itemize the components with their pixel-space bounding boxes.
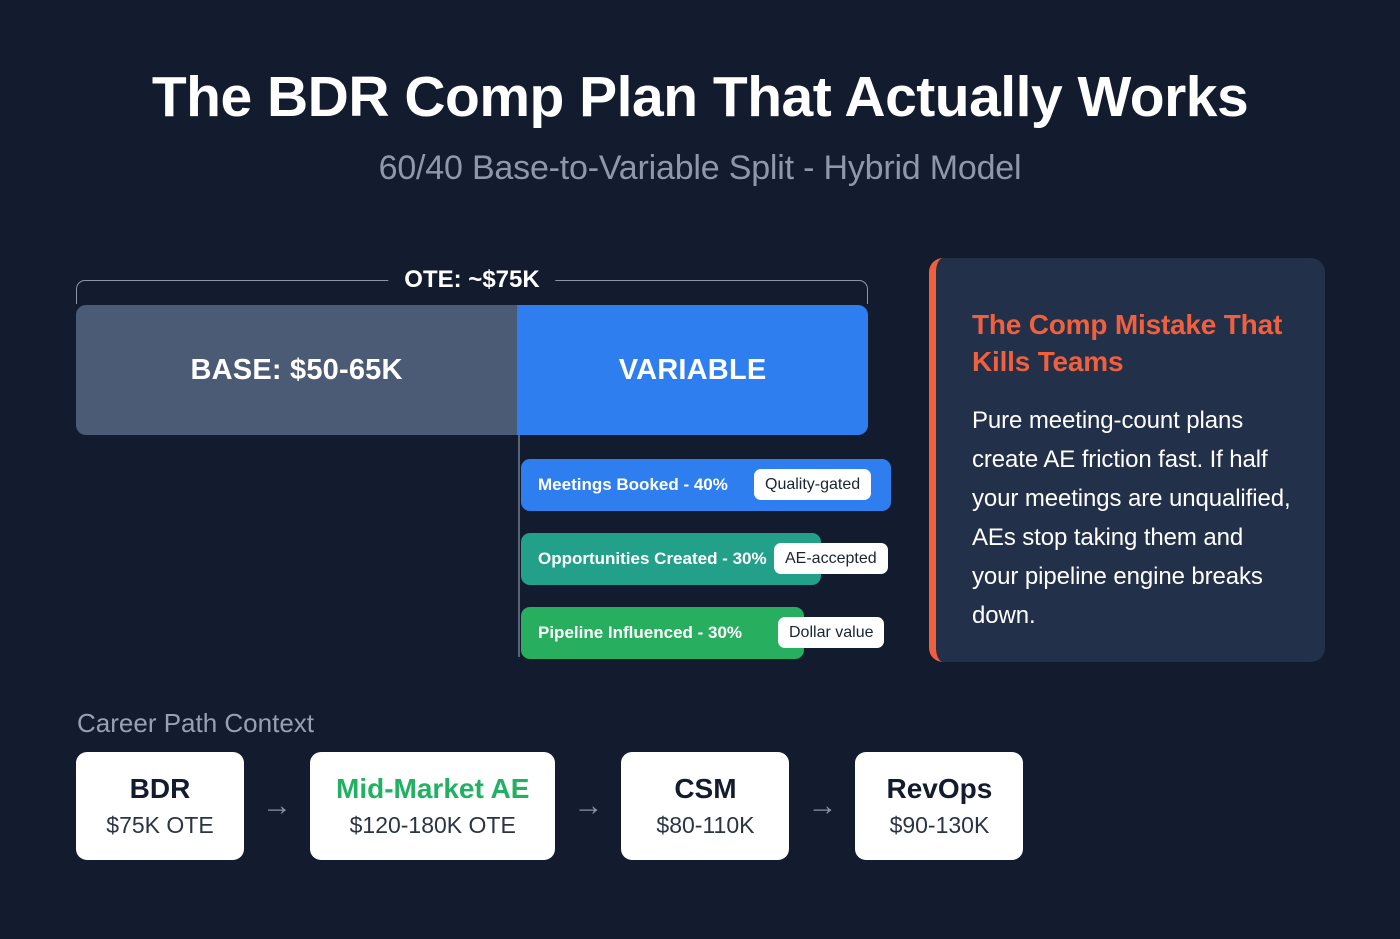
career-step-role: CSM (674, 773, 737, 805)
component-label: Pipeline Influenced - 30% (538, 623, 743, 642)
component-bar: Pipeline Influenced - 30% (521, 607, 804, 659)
arrow-right-icon: → (573, 789, 604, 822)
variable-connector-line (518, 435, 520, 657)
component-badge: Quality-gated (754, 469, 872, 500)
header: The BDR Comp Plan That Actually Works 60… (0, 66, 1400, 188)
comp-mistake-callout: The Comp Mistake That Kills Teams Pure m… (929, 258, 1325, 662)
component-bar: Opportunities Created - 30% (521, 533, 821, 585)
component-row: Pipeline Influenced - 30% Dollar value (521, 607, 921, 659)
component-badge: AE-accepted (774, 543, 888, 574)
comp-split-bar: BASE: $50-65K VARIABLE (76, 305, 868, 435)
component-badge: Dollar value (778, 617, 885, 648)
career-step-pay: $75K OTE (106, 812, 214, 838)
component-row: Meetings Booked - 40% Quality-gated (521, 459, 921, 511)
component-label: Opportunities Created - 30% (538, 549, 767, 568)
career-step-card[interactable]: RevOps $90-130K (855, 752, 1024, 860)
arrow-right-icon: → (262, 789, 292, 822)
career-path-label: Career Path Context (77, 708, 315, 738)
component-label: Meetings Booked - 40% (538, 475, 728, 494)
callout-body: Pure meeting-count plans create AE frict… (972, 407, 1291, 629)
career-step-role: BDR (129, 773, 191, 805)
ote-bracket-label: OTE: ~$75K (388, 266, 556, 294)
base-segment: BASE: $50-65K (76, 305, 518, 435)
career-step-card[interactable]: Mid-Market AE $120-180K OTE (310, 752, 556, 860)
career-step-card[interactable]: CSM $80-110K (621, 752, 790, 860)
career-step-card[interactable]: BDR $75K OTE (76, 752, 244, 860)
career-step-pay: $80-110K (656, 812, 755, 838)
career-step-role: Mid-Market AE (336, 773, 530, 805)
variable-components-list: Meetings Booked - 40% Quality-gated Opport… (521, 459, 921, 681)
page-subtitle: 60/40 Base-to-Variable Split - Hybrid Mo… (378, 148, 1022, 187)
variable-segment: VARIABLE (517, 305, 868, 435)
callout-title: The Comp Mistake That Kills Teams (972, 309, 1283, 378)
component-row: Opportunities Created - 30% AE-accepted (521, 533, 921, 585)
career-step-role: RevOps (886, 773, 993, 805)
page-title: The BDR Comp Plan That Actually Works (151, 65, 1249, 129)
career-step-pay: $90-130K (889, 812, 990, 838)
component-bar: Meetings Booked - 40% (521, 459, 891, 511)
ote-bracket: OTE: ~$75K (76, 262, 868, 304)
career-step-pay: $120-180K OTE (349, 812, 516, 838)
arrow-right-icon: → (807, 789, 838, 822)
career-path-row: BDR $75K OTE → Mid-Market AE $120-180K OTE → C… (76, 752, 1024, 860)
